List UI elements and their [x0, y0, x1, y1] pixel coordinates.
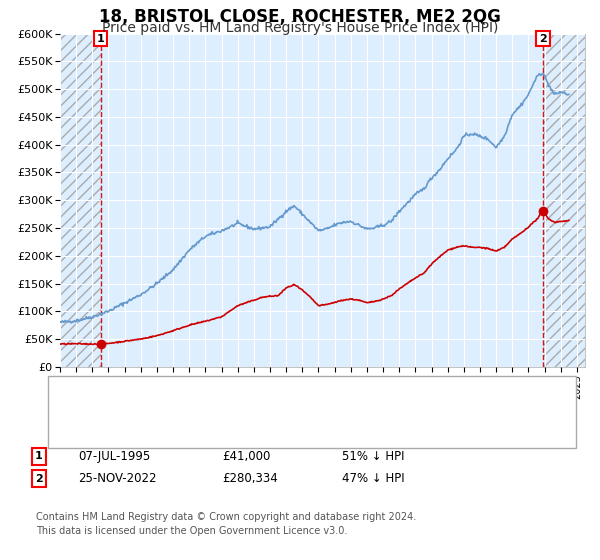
Text: ——: ——: [66, 376, 94, 390]
Text: 47% ↓ HPI: 47% ↓ HPI: [342, 472, 404, 486]
Text: 2: 2: [35, 474, 43, 484]
Bar: [543, 34, 585, 367]
Text: Contains HM Land Registry data © Crown copyright and database right 2024.
This d: Contains HM Land Registry data © Crown c…: [36, 512, 416, 536]
Text: Price paid vs. HM Land Registry's House Price Index (HPI): Price paid vs. HM Land Registry's House …: [102, 21, 498, 35]
Bar: [60, 34, 101, 367]
Text: ——: ——: [66, 399, 94, 412]
Text: 18, BRISTOL CLOSE, ROCHESTER, ME2 2QG: 18, BRISTOL CLOSE, ROCHESTER, ME2 2QG: [99, 8, 501, 26]
Text: £280,334: £280,334: [222, 472, 278, 486]
Text: 25-NOV-2022: 25-NOV-2022: [78, 472, 157, 486]
Text: 18, BRISTOL CLOSE, ROCHESTER, ME2 2QG (detached house): 18, BRISTOL CLOSE, ROCHESTER, ME2 2QG (d…: [111, 376, 475, 390]
Text: 07-JUL-1995: 07-JUL-1995: [78, 450, 150, 463]
Text: 51% ↓ HPI: 51% ↓ HPI: [342, 450, 404, 463]
Text: HPI: Average price, detached house, Medway: HPI: Average price, detached house, Medw…: [111, 399, 378, 412]
Text: £41,000: £41,000: [222, 450, 271, 463]
Text: 1: 1: [97, 34, 104, 44]
Text: 1: 1: [35, 451, 43, 461]
Text: 2: 2: [539, 34, 547, 44]
